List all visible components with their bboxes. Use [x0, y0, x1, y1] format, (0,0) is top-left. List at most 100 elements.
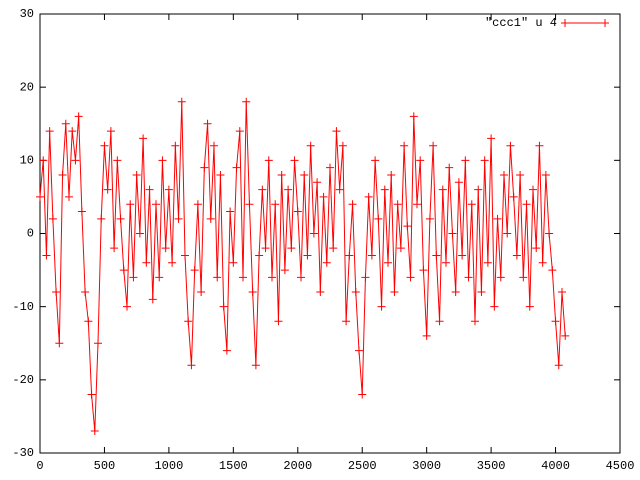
point-marker — [487, 134, 496, 143]
point-marker — [100, 141, 109, 150]
point-marker — [406, 273, 415, 282]
point-marker — [538, 258, 547, 267]
point-marker — [213, 273, 222, 282]
point-marker — [113, 156, 122, 165]
point-marker — [396, 244, 405, 253]
point-marker — [319, 192, 328, 201]
y-tick-label: -10 — [12, 300, 34, 314]
y-tick-label: 30 — [20, 7, 34, 21]
point-marker — [532, 244, 541, 253]
legend-marker — [561, 19, 609, 27]
point-marker — [74, 112, 83, 121]
point-marker — [332, 127, 341, 136]
point-marker — [110, 244, 119, 253]
y-tick-label: 20 — [20, 80, 34, 94]
y-tick-label: 10 — [20, 154, 34, 168]
y-tick-label: 0 — [27, 227, 34, 241]
point-marker — [52, 288, 61, 297]
point-marker — [367, 251, 376, 260]
point-marker — [158, 156, 167, 165]
point-marker — [326, 163, 334, 172]
point-marker — [374, 214, 383, 223]
point-marker — [190, 266, 199, 275]
point-marker — [264, 156, 273, 165]
point-marker — [303, 251, 312, 260]
point-marker — [512, 251, 521, 260]
x-tick-label: 1500 — [219, 459, 248, 473]
point-marker — [551, 317, 560, 326]
point-marker — [36, 192, 44, 201]
x-tick-label: 2000 — [283, 459, 312, 473]
point-marker — [519, 273, 528, 282]
point-marker — [61, 119, 70, 128]
point-marker — [77, 207, 86, 216]
point-marker — [358, 390, 367, 399]
point-marker — [155, 273, 164, 282]
point-marker — [548, 266, 557, 275]
point-marker — [361, 273, 370, 282]
point-marker — [477, 288, 486, 297]
point-marker — [306, 141, 315, 150]
point-marker — [351, 288, 360, 297]
point-marker — [419, 266, 428, 275]
point-marker — [371, 156, 380, 165]
point-marker — [338, 141, 347, 150]
point-marker — [45, 127, 54, 136]
point-marker — [467, 200, 476, 209]
point-marker — [348, 200, 357, 209]
point-marker — [181, 251, 189, 260]
point-marker — [509, 192, 518, 201]
point-marker — [232, 163, 241, 172]
point-marker — [322, 258, 331, 267]
point-marker — [210, 141, 218, 150]
point-marker — [68, 127, 77, 136]
point-marker — [245, 200, 254, 209]
point-marker — [226, 207, 235, 216]
point-marker — [461, 156, 470, 165]
point-marker — [261, 244, 270, 253]
point-marker — [316, 288, 325, 297]
point-marker — [554, 361, 563, 370]
point-marker — [142, 258, 151, 267]
point-marker — [496, 273, 505, 282]
point-marker — [293, 207, 302, 216]
point-marker — [177, 97, 186, 106]
point-marker — [81, 288, 90, 297]
point-marker — [197, 288, 206, 297]
point-marker — [287, 244, 296, 253]
point-marker — [65, 192, 73, 201]
point-marker — [545, 229, 554, 238]
point-marker — [403, 222, 412, 231]
point-marker — [438, 185, 447, 194]
x-tick-label: 2500 — [348, 459, 377, 473]
point-marker — [235, 127, 244, 136]
point-marker — [474, 185, 483, 194]
point-marker — [103, 185, 112, 194]
point-marker — [451, 288, 460, 297]
point-marker — [123, 302, 131, 311]
point-marker — [355, 346, 363, 355]
point-marker — [119, 266, 128, 275]
point-marker — [42, 251, 51, 260]
point-marker — [409, 112, 418, 121]
point-marker — [364, 192, 373, 201]
x-tick-label: 3500 — [477, 459, 506, 473]
x-tick-label: 4000 — [541, 459, 570, 473]
point-marker — [506, 141, 515, 150]
point-marker — [219, 302, 228, 311]
point-marker — [432, 251, 441, 260]
point-marker — [222, 346, 231, 355]
point-marker — [187, 361, 196, 370]
point-marker — [309, 229, 318, 238]
point-marker — [129, 273, 138, 282]
point-marker — [345, 251, 354, 260]
point-marker — [503, 229, 512, 238]
point-marker — [416, 156, 425, 165]
point-marker — [448, 229, 457, 238]
point-marker — [200, 163, 209, 172]
point-marker — [280, 266, 289, 275]
point-marker — [480, 156, 489, 165]
point-marker — [94, 339, 102, 348]
point-marker — [400, 141, 409, 150]
point-marker — [413, 200, 421, 209]
